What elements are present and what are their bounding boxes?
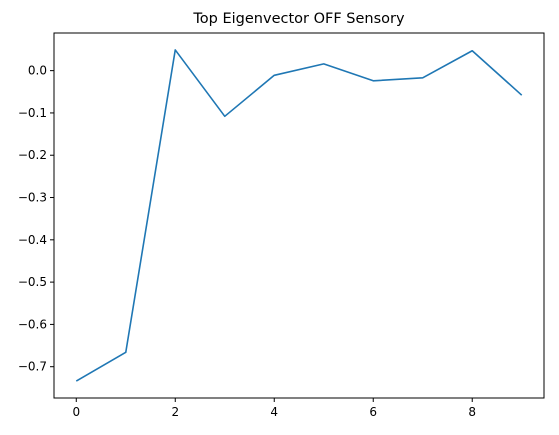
x-tick-label: 4: [270, 405, 278, 419]
y-tick-label: −0.2: [18, 148, 47, 162]
y-tick-label: −0.7: [18, 360, 47, 374]
x-axis: 0 2 4 6 8: [72, 398, 476, 419]
plot-series: [75, 49, 523, 382]
y-tick-label: −0.5: [18, 275, 47, 289]
series-line: [75, 49, 523, 382]
x-tick-label: 8: [468, 405, 476, 419]
y-axis: 0.0 −0.1 −0.2 −0.3 −0.4 −0.5 −0.6 −0.7: [18, 64, 54, 374]
y-tick-label: 0.0: [28, 64, 47, 78]
x-tick-label: 0: [72, 405, 80, 419]
plot-area-frame: [53, 32, 545, 399]
x-tick-label: 6: [369, 405, 377, 419]
y-tick-label: −0.1: [18, 106, 47, 120]
x-tick-label: 2: [171, 405, 179, 419]
y-tick-label: −0.6: [18, 317, 47, 331]
y-tick-label: −0.3: [18, 191, 47, 205]
chart-title: Top Eigenvector OFF Sensory: [192, 11, 405, 27]
y-tick-label: −0.4: [18, 233, 47, 247]
